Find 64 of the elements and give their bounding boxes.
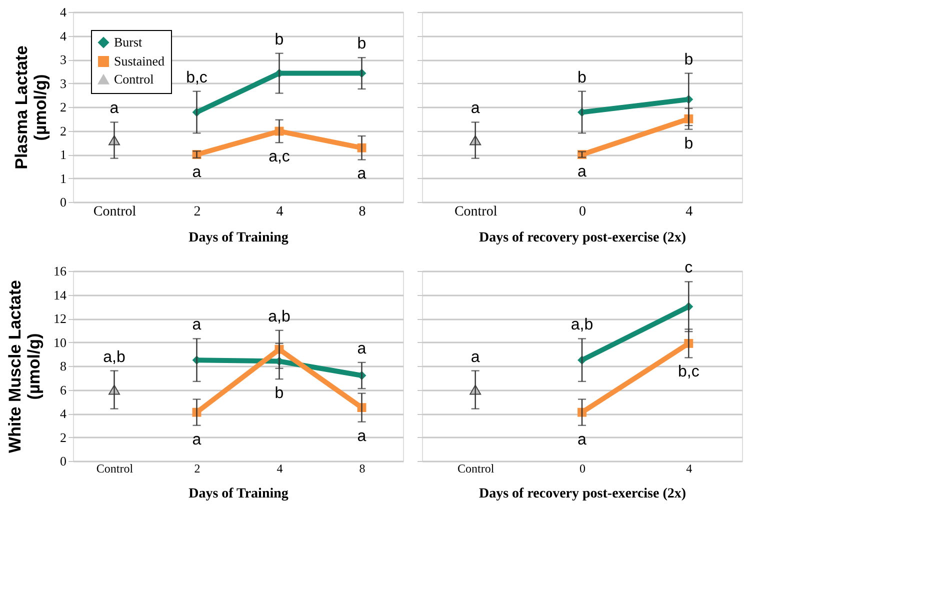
x-tick-label: Control: [96, 462, 134, 476]
annotation: c: [684, 260, 693, 277]
annotation: a,b: [268, 308, 290, 326]
annotation: a: [192, 431, 202, 448]
x-tick-label: 0: [580, 462, 586, 476]
annotation: b: [684, 51, 694, 68]
annotation: b,c: [186, 69, 208, 86]
annotation: b: [684, 135, 694, 152]
x-tick-label: 4: [276, 462, 283, 476]
x-tick-label: 4: [686, 204, 693, 220]
annotation: a: [357, 340, 366, 358]
x-tick-label: 8: [359, 462, 366, 476]
y-tick-label: 2: [60, 100, 66, 114]
annotation: a: [470, 348, 480, 366]
legend-label: Control: [114, 72, 154, 86]
annotation: a: [470, 100, 480, 118]
y-tick-label: 1: [60, 147, 66, 162]
x-tick-label: Control: [457, 462, 495, 476]
y-tick-label: 3: [60, 52, 66, 67]
annotation: a: [110, 100, 119, 118]
annotation: a: [578, 163, 587, 180]
annotation: a: [192, 316, 202, 334]
x-tick-label: 2: [194, 462, 200, 476]
y-tick-label: 6: [60, 382, 67, 398]
y-tick-label: 1: [60, 170, 66, 186]
x-tick-label: 0: [579, 204, 586, 220]
x-tick-label: 4: [276, 204, 284, 220]
annotation: a: [192, 164, 202, 181]
y-axis-title: Plasma Lactate (µmol/g): [12, 46, 50, 170]
y-tick-label: 4: [60, 406, 67, 421]
y-tick-label: 4: [60, 4, 67, 20]
x-tick-label: Control: [93, 204, 136, 220]
annotation: a,b: [103, 348, 126, 366]
annotation: a: [357, 428, 366, 445]
y-tick-label: 2: [60, 123, 66, 138]
x-axis-title: Days of recovery post-exercise (2x): [478, 230, 686, 246]
y-tick-label: 3: [60, 76, 66, 91]
annotation: b: [357, 36, 366, 53]
x-tick-label: 2: [194, 204, 201, 220]
legend-label: Sustained: [114, 54, 166, 68]
y-tick-label: 12: [54, 311, 66, 326]
y-tick-label: 0: [60, 194, 66, 210]
annotation: a,b: [570, 316, 594, 334]
x-axis-title: Days of Training: [188, 486, 288, 502]
annotation: b: [578, 69, 587, 86]
x-tick-label: 4: [686, 462, 692, 476]
legend-label: Burst: [114, 34, 143, 50]
y-tick-label: 8: [60, 358, 66, 374]
x-tick-label: Control: [454, 204, 498, 220]
y-tick-label: 4: [60, 28, 67, 44]
x-axis-title: Days of recovery post-exercise (2x): [478, 486, 686, 502]
annotation: b: [274, 385, 284, 402]
y-axis-title: White Muscle Lactate (µmol/g): [6, 280, 44, 453]
annotation: a: [357, 166, 366, 183]
annotation: b,c: [678, 364, 700, 381]
y-tick-label: 10: [54, 334, 66, 350]
y-tick-label: 16: [54, 264, 67, 278]
y-tick-label: 14: [54, 287, 67, 302]
x-tick-label: 8: [358, 204, 366, 220]
annotation: a,c: [268, 148, 290, 166]
annotation: a: [578, 431, 587, 448]
x-axis-title: Days of Training: [188, 230, 288, 246]
y-tick-label: 2: [60, 430, 66, 445]
annotation: b: [274, 31, 284, 48]
